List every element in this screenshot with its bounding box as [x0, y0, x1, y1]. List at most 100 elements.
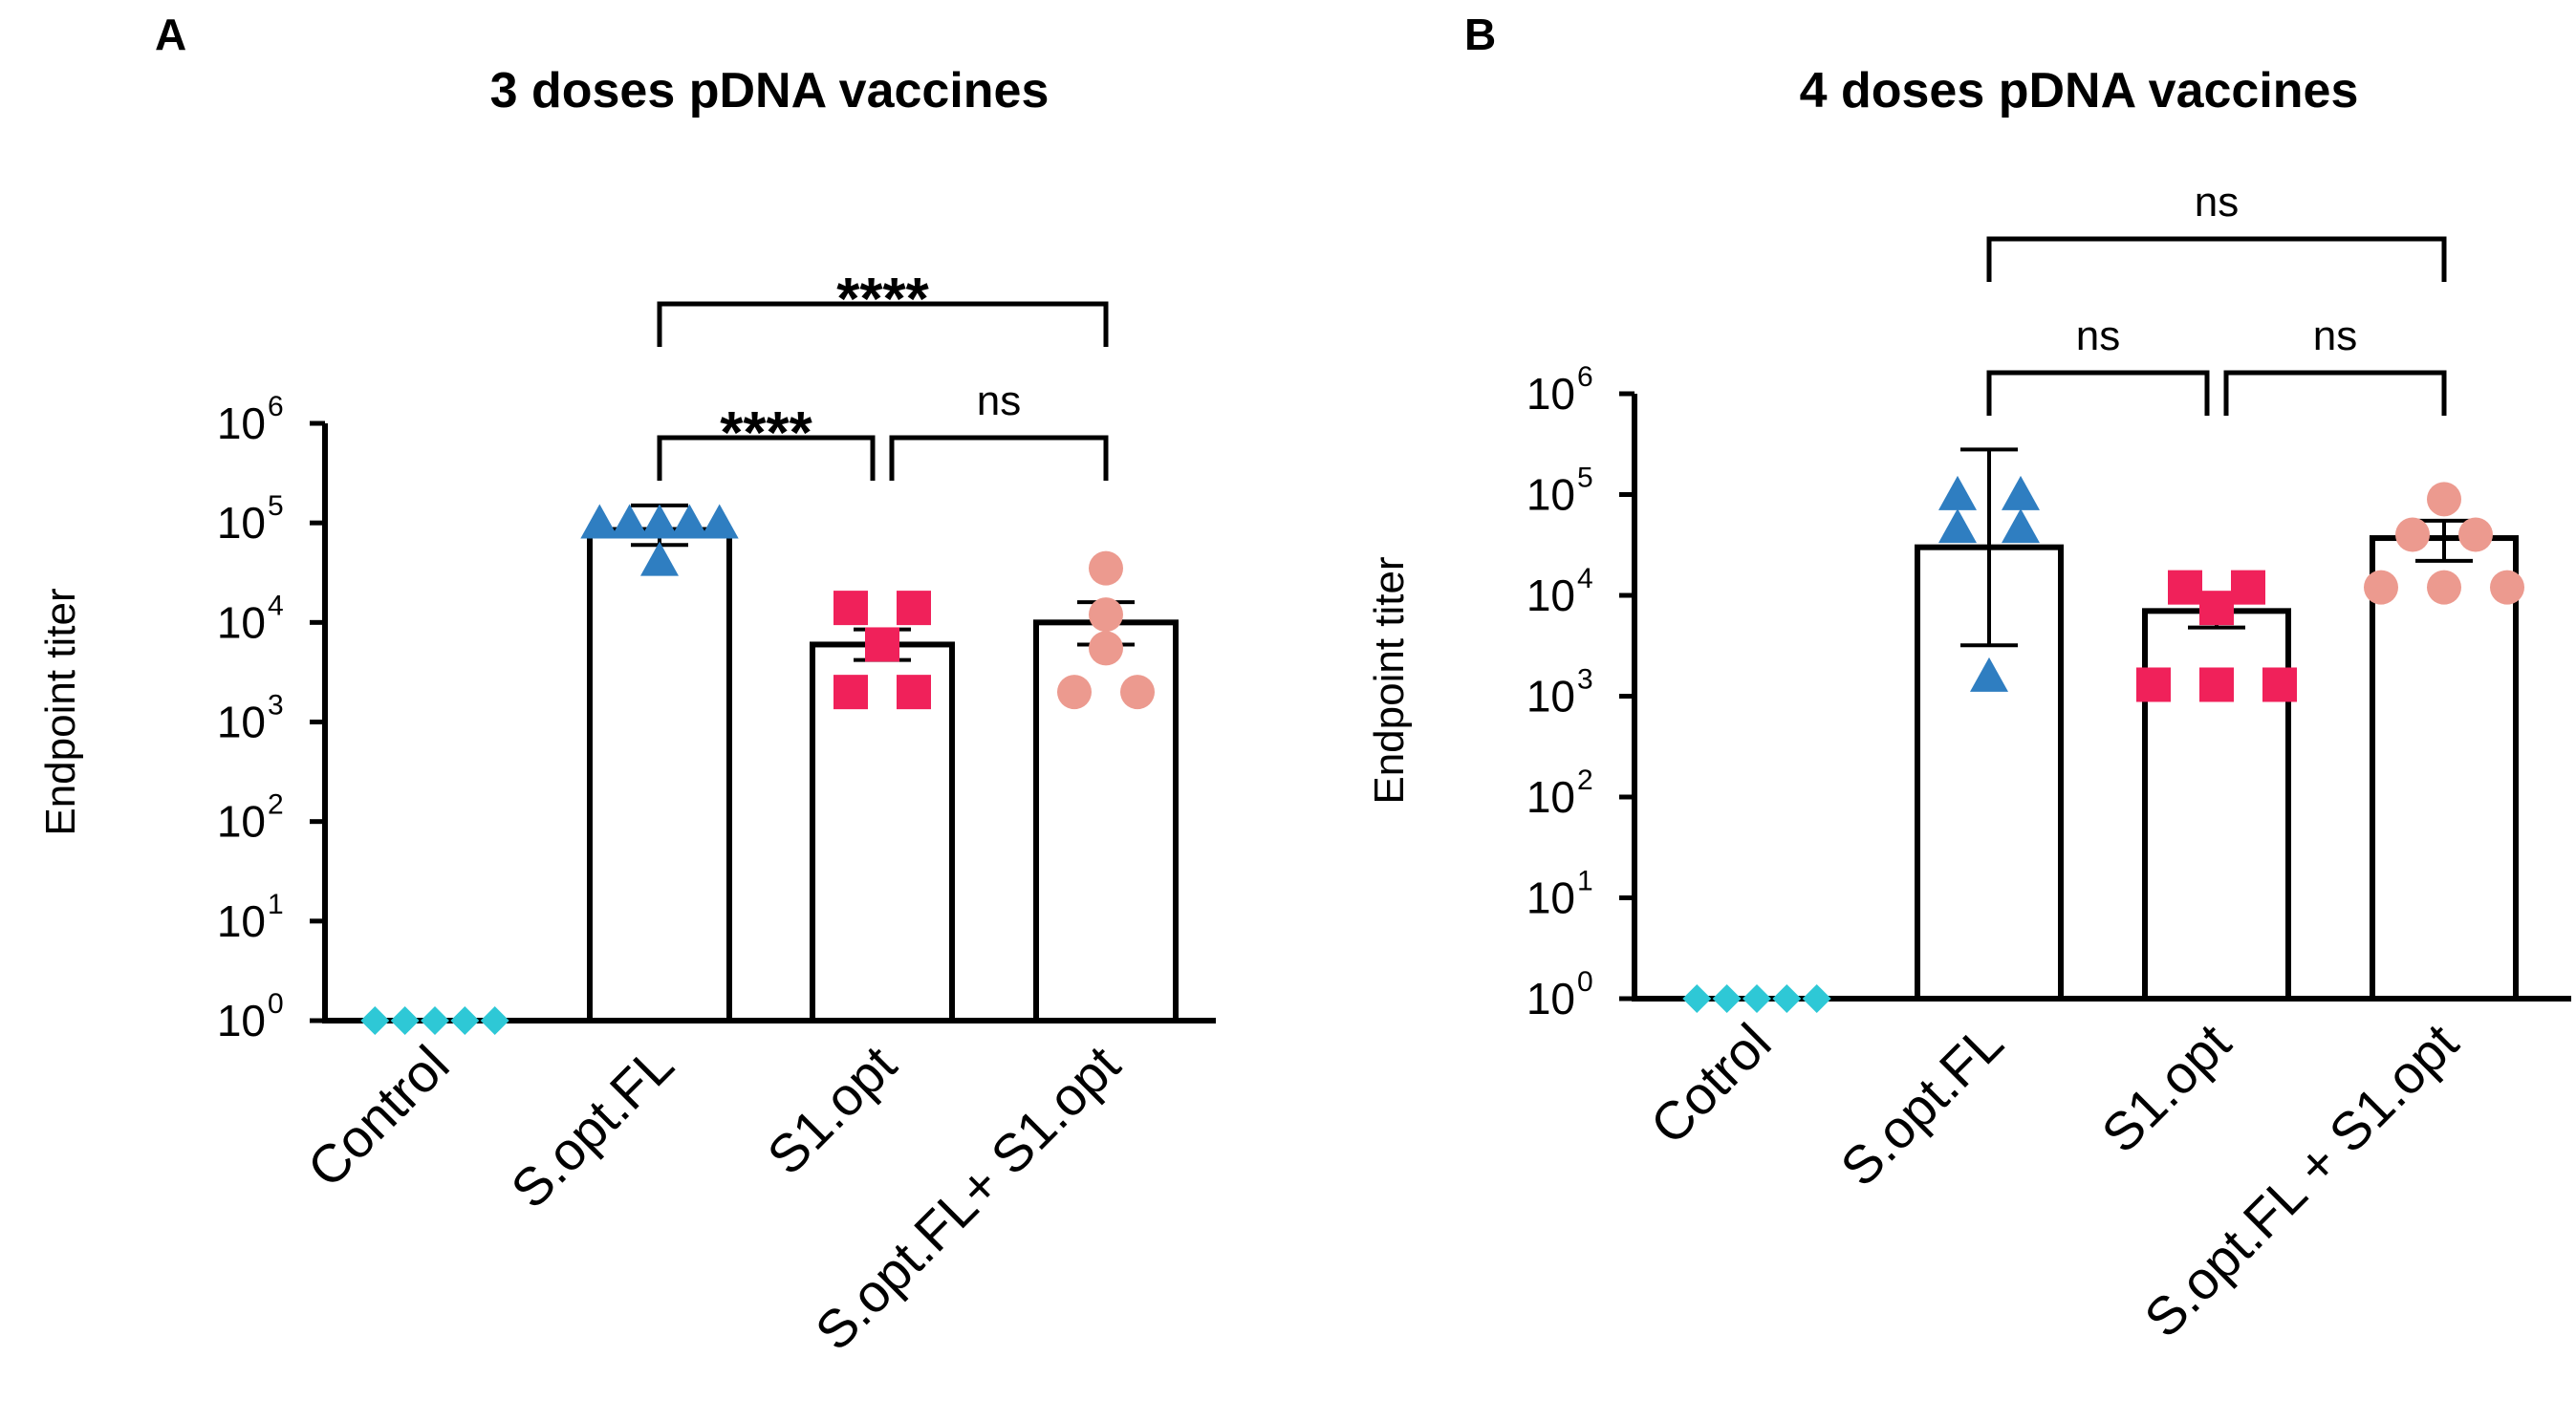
y-tick-label: 10 [217, 797, 266, 847]
category-label: S.opt.FL [499, 1034, 684, 1219]
y-tick-exponent: 0 [268, 988, 284, 1020]
y-tick-exponent: 6 [1577, 361, 1593, 393]
category-label: S.opt.FL [1829, 1012, 2014, 1197]
data-point [640, 541, 679, 576]
significance-label: ns [2195, 179, 2239, 226]
y-tick-label: 10 [1526, 772, 1575, 822]
category-label: Cotrol [1638, 1012, 1782, 1155]
significance-bracket [2223, 370, 2447, 416]
data-point [865, 627, 899, 662]
plot-a [322, 423, 1216, 1035]
y-axis-label-b: Endpoint titer [1366, 556, 1413, 804]
data-point [610, 504, 649, 539]
data-point [1120, 675, 1155, 710]
data-point [1938, 475, 1977, 510]
significance-label: **** [720, 400, 812, 466]
bar [810, 641, 955, 1023]
data-point [1089, 550, 1123, 586]
data-point [2168, 570, 2202, 605]
data-point [421, 1006, 449, 1035]
data-point [1682, 984, 1712, 1013]
y-tick-label: 10 [217, 597, 266, 647]
data-point [670, 504, 709, 539]
data-point [2136, 667, 2171, 702]
y-axis-label-a: Endpoint titer [37, 588, 84, 835]
data-point [1970, 657, 2008, 692]
chart-title-a: 3 doses pDNA vaccines [490, 63, 1050, 118]
y-tick-label: 10 [217, 896, 266, 946]
data-point [480, 1006, 509, 1035]
y-tick-exponent: 6 [268, 391, 284, 422]
y-tick-exponent: 0 [1577, 966, 1593, 998]
chart-title-b: 4 doses pDNA vaccines [1800, 63, 2359, 118]
data-point [2427, 482, 2461, 517]
data-point [2002, 508, 2040, 544]
y-tick-label: 10 [1526, 672, 1575, 722]
data-point [1772, 984, 1802, 1013]
significance-bracket [657, 435, 876, 481]
data-point [2395, 517, 2430, 552]
y-tick-exponent: 5 [268, 490, 284, 522]
plot-b [1632, 394, 2571, 1013]
data-point [450, 1006, 480, 1035]
y-tick-exponent: 4 [1577, 563, 1593, 594]
data-point [2458, 517, 2493, 552]
significance-bracket [1986, 236, 2447, 282]
data-point [2199, 591, 2234, 626]
y-tick-label: 10 [1526, 974, 1575, 1023]
bar [587, 527, 732, 1023]
data-point [1802, 984, 1831, 1013]
data-point [897, 675, 931, 710]
significance-bracket [657, 301, 1109, 347]
significance-bracket [1986, 370, 2210, 416]
data-point [640, 504, 679, 539]
y-tick-exponent: 3 [268, 690, 284, 722]
y-tick-exponent: 2 [1577, 765, 1593, 796]
panel-b: B 4 doses pDNA vaccines Endpoint titer 1… [1366, 10, 2571, 1348]
y-tick-label: 10 [1526, 873, 1575, 923]
data-point [833, 675, 868, 710]
y-tick-label: 10 [217, 498, 266, 548]
data-point [2427, 570, 2461, 605]
data-point [2364, 570, 2398, 605]
y-tick-label: 10 [217, 698, 266, 747]
data-point [360, 1006, 390, 1035]
significance-a: **** ns **** [657, 267, 1109, 481]
y-tick-label: 10 [217, 996, 266, 1045]
data-point [2231, 570, 2265, 605]
data-point [1089, 631, 1123, 666]
y-tick-exponent: 3 [1577, 664, 1593, 696]
data-point [1057, 675, 1092, 710]
data-point [2199, 667, 2234, 702]
panel-letter-b: B [1464, 10, 1496, 59]
data-point [2262, 667, 2297, 702]
data-point [1712, 984, 1742, 1013]
category-label: Control [295, 1034, 460, 1198]
category-label: S1.opt [2089, 1012, 2241, 1164]
significance-label: ns [977, 377, 1021, 424]
significance-bracket [889, 435, 1109, 481]
y-tick-label: 10 [217, 399, 266, 448]
y-tick-exponent: 4 [268, 590, 284, 621]
data-point [1938, 508, 1977, 544]
category-label: S1.opt [755, 1034, 907, 1186]
bar [1033, 619, 1179, 1023]
data-point [897, 591, 931, 626]
y-tick-label: 10 [1526, 369, 1575, 419]
panel-a: A 3 doses pDNA vaccines Endpoint titer 1… [37, 10, 1216, 1362]
y-tick-exponent: 2 [268, 789, 284, 821]
y-tick-exponent: 1 [1577, 866, 1593, 897]
panel-letter-a: A [155, 10, 186, 59]
data-point [390, 1006, 420, 1035]
data-point [2002, 475, 2040, 510]
data-point [700, 504, 739, 539]
y-tick-label: 10 [1526, 571, 1575, 620]
significance-label: ns [2313, 312, 2357, 359]
significance-label: **** [836, 267, 929, 333]
bar [2370, 535, 2519, 1002]
y-tick-label: 10 [1526, 470, 1575, 520]
